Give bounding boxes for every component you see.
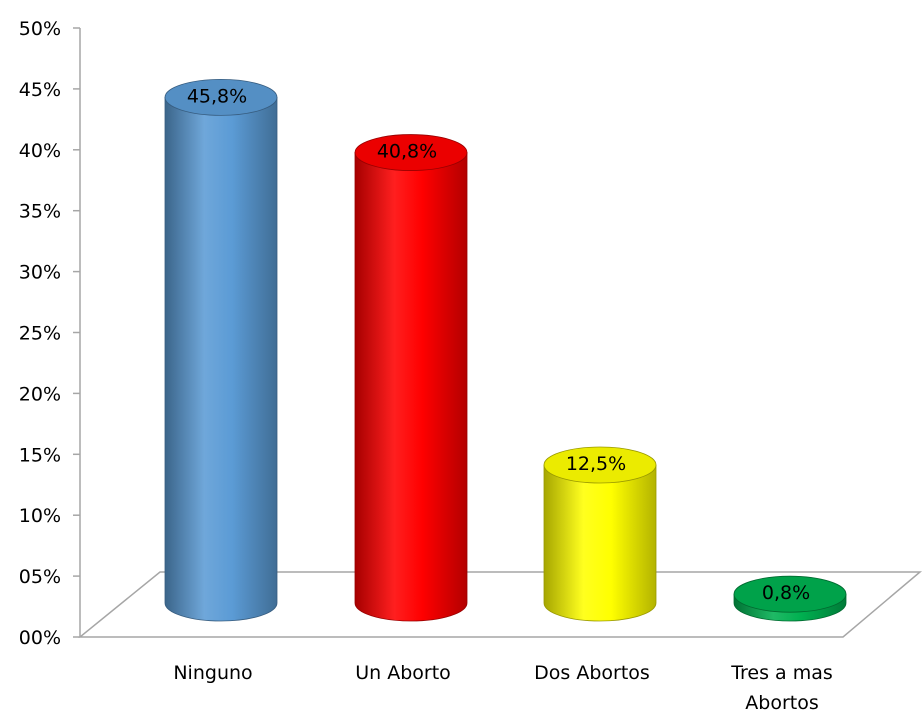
bar-body bbox=[354, 152, 468, 622]
x-category-label: Dos Abortos bbox=[534, 662, 650, 684]
bar-1 bbox=[164, 78, 278, 622]
y-tick-label: 40% bbox=[19, 140, 61, 162]
x-category-label: Un Aborto bbox=[355, 662, 451, 684]
x-category-label: Abortos bbox=[745, 692, 818, 714]
bar-body bbox=[164, 96, 278, 622]
data-labels: 45,8% 40,8% 12,5% 0,8% bbox=[187, 85, 810, 604]
bar-top bbox=[354, 134, 468, 171]
bar-top bbox=[733, 575, 847, 613]
y-tick-label: 05% bbox=[19, 566, 61, 588]
y-tick-label: 10% bbox=[19, 505, 61, 527]
y-tick-label: 50% bbox=[19, 18, 61, 40]
data-label: 45,8% bbox=[187, 85, 247, 107]
floor-outline bbox=[77, 571, 923, 638]
data-label: 0,8% bbox=[762, 582, 810, 604]
data-label: 40,8% bbox=[377, 141, 437, 163]
y-axis: 00% 05% 10% 15% 20% 25% 30% 35% 40% 45% 50% bbox=[19, 18, 81, 649]
bars bbox=[164, 78, 847, 622]
y-tick-label: 35% bbox=[19, 201, 61, 223]
bar-top bbox=[164, 78, 278, 116]
x-axis-labels: Ninguno Un Aborto Dos Abortos Tres a mas Abo… bbox=[173, 662, 832, 714]
bar-3 bbox=[543, 446, 657, 622]
y-tick-label: 25% bbox=[19, 323, 61, 345]
y-tick-label: 30% bbox=[19, 262, 61, 284]
bar-2 bbox=[354, 134, 468, 622]
y-tick-label: 45% bbox=[19, 79, 61, 101]
x-category-label: Tres a mas bbox=[730, 662, 833, 684]
chart-floor bbox=[77, 571, 923, 638]
bar-top bbox=[543, 446, 657, 484]
data-label: 12,5% bbox=[566, 453, 626, 475]
y-tick-label: 00% bbox=[19, 627, 61, 649]
bar-4 bbox=[733, 575, 847, 622]
y-tick-label: 15% bbox=[19, 444, 61, 466]
x-category-label: Ninguno bbox=[173, 662, 252, 684]
y-tick-label: 20% bbox=[19, 383, 61, 405]
bar-body bbox=[543, 464, 657, 622]
